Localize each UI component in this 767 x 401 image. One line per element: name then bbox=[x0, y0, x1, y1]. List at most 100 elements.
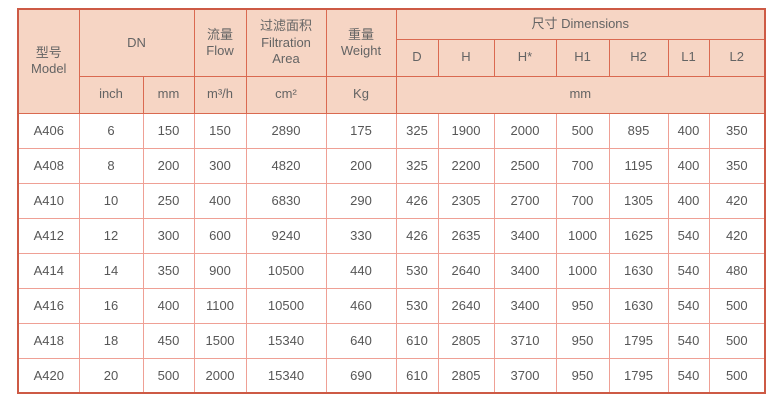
cell-h1: 1000 bbox=[555, 217, 610, 254]
table-header: 型号 Model DN 流量 Flow 过滤面积 Filtration Area… bbox=[17, 8, 766, 114]
cell-h-star: 2000 bbox=[493, 112, 557, 149]
cell-h1: 950 bbox=[555, 287, 610, 324]
table-row: A412 12 300 600 9240 330 426 2635 3400 1000 1625 54… bbox=[17, 217, 766, 254]
cell-h2: 1305 bbox=[608, 182, 669, 219]
col-header-h: H bbox=[437, 38, 495, 77]
cell-d: 610 bbox=[395, 322, 439, 359]
cell-filtration-area: 4820 bbox=[245, 147, 327, 184]
unit-header-weight: Kg bbox=[325, 75, 397, 114]
cell-filtration-area: 15340 bbox=[245, 357, 327, 394]
cell-filtration-area: 9240 bbox=[245, 217, 327, 254]
cell-d: 325 bbox=[395, 112, 439, 149]
cell-dn-mm: 150 bbox=[142, 112, 195, 149]
cell-h2: 1630 bbox=[608, 287, 669, 324]
cell-filtration-area: 10500 bbox=[245, 252, 327, 289]
col-header-h1: H1 bbox=[555, 38, 610, 77]
cell-d: 530 bbox=[395, 287, 439, 324]
table-row: A406 6 150 150 2890 175 325 1900 2000 500 895 400 35… bbox=[17, 112, 766, 149]
cell-h2: 1795 bbox=[608, 357, 669, 394]
cell-h1: 500 bbox=[555, 112, 610, 149]
cell-h-star: 2700 bbox=[493, 182, 557, 219]
cell-dn-inch: 18 bbox=[78, 322, 144, 359]
cell-dn-mm: 500 bbox=[142, 357, 195, 394]
cell-h: 2635 bbox=[437, 217, 495, 254]
cell-l2: 350 bbox=[708, 147, 766, 184]
cell-l2: 420 bbox=[708, 217, 766, 254]
cell-h1: 1000 bbox=[555, 252, 610, 289]
cell-h: 2640 bbox=[437, 287, 495, 324]
col-header-h2: H2 bbox=[608, 38, 669, 77]
cell-model: A406 bbox=[17, 112, 80, 149]
cell-l2: 500 bbox=[708, 287, 766, 324]
cell-flow: 1500 bbox=[193, 322, 247, 359]
cell-h2: 1630 bbox=[608, 252, 669, 289]
cell-dn-mm: 450 bbox=[142, 322, 195, 359]
cell-l1: 400 bbox=[667, 112, 710, 149]
cell-l2: 500 bbox=[708, 322, 766, 359]
cell-weight: 640 bbox=[325, 322, 397, 359]
cell-h-star: 3700 bbox=[493, 357, 557, 394]
cell-dn-inch: 12 bbox=[78, 217, 144, 254]
cell-l1: 400 bbox=[667, 147, 710, 184]
cell-l1: 540 bbox=[667, 217, 710, 254]
cell-h: 2805 bbox=[437, 322, 495, 359]
cell-h2: 1195 bbox=[608, 147, 669, 184]
table-row: A408 8 200 300 4820 200 325 2200 2500 700 1195 400 3… bbox=[17, 147, 766, 184]
cell-dn-inch: 20 bbox=[78, 357, 144, 394]
cell-dn-inch: 6 bbox=[78, 112, 144, 149]
cell-model: A408 bbox=[17, 147, 80, 184]
cell-flow: 1100 bbox=[193, 287, 247, 324]
cell-l1: 540 bbox=[667, 252, 710, 289]
cell-dn-mm: 300 bbox=[142, 217, 195, 254]
table-row: A420 20 500 2000 15340 690 610 2805 3700 950 1795 5… bbox=[17, 357, 766, 394]
cell-model: A414 bbox=[17, 252, 80, 289]
cell-h-star: 2500 bbox=[493, 147, 557, 184]
cell-model: A412 bbox=[17, 217, 80, 254]
unit-header-dimensions: mm bbox=[395, 75, 766, 114]
cell-d: 426 bbox=[395, 182, 439, 219]
cell-h: 2805 bbox=[437, 357, 495, 394]
cell-dn-mm: 250 bbox=[142, 182, 195, 219]
col-header-d: D bbox=[395, 38, 439, 77]
cell-filtration-area: 15340 bbox=[245, 322, 327, 359]
unit-header-dn-inch: inch bbox=[78, 75, 144, 114]
col-header-l2: L2 bbox=[708, 38, 766, 77]
cell-l2: 420 bbox=[708, 182, 766, 219]
cell-h: 2305 bbox=[437, 182, 495, 219]
cell-h: 2640 bbox=[437, 252, 495, 289]
cell-h1: 700 bbox=[555, 182, 610, 219]
col-header-weight: 重量 Weight bbox=[325, 8, 397, 77]
cell-d: 426 bbox=[395, 217, 439, 254]
unit-header-flow: m³/h bbox=[193, 75, 247, 114]
table-body: A406 6 150 150 2890 175 325 1900 2000 500 895 400 35… bbox=[17, 112, 766, 394]
header-row-units: inch mm m³/h cm² Kg mm bbox=[18, 75, 766, 114]
cell-dn-mm: 350 bbox=[142, 252, 195, 289]
header-row-groups: 型号 Model DN 流量 Flow 过滤面积 Filtration Area… bbox=[17, 8, 766, 114]
cell-flow: 600 bbox=[193, 217, 247, 254]
col-header-filtration-area: 过滤面积 Filtration Area bbox=[245, 8, 327, 77]
cell-h: 2200 bbox=[437, 147, 495, 184]
col-header-h-star: H* bbox=[493, 38, 557, 77]
cell-dn-inch: 10 bbox=[78, 182, 144, 219]
cell-h2: 895 bbox=[608, 112, 669, 149]
cell-h1: 700 bbox=[555, 147, 610, 184]
cell-l2: 500 bbox=[708, 357, 766, 394]
cell-model: A420 bbox=[17, 357, 80, 394]
header-row-dimension-columns: D H H* H1 H2 L1 L2 bbox=[18, 38, 766, 77]
table-row: A418 18 450 1500 15340 640 610 2805 3710 950 1795 5… bbox=[17, 322, 766, 359]
cell-h1: 950 bbox=[555, 357, 610, 394]
cell-h-star: 3400 bbox=[493, 252, 557, 289]
cell-l2: 350 bbox=[708, 112, 766, 149]
cell-dn-inch: 14 bbox=[78, 252, 144, 289]
unit-header-dn-mm: mm bbox=[142, 75, 195, 114]
cell-h-star: 3400 bbox=[493, 287, 557, 324]
cell-filtration-area: 10500 bbox=[245, 287, 327, 324]
cell-dn-inch: 16 bbox=[78, 287, 144, 324]
cell-weight: 690 bbox=[325, 357, 397, 394]
cell-d: 610 bbox=[395, 357, 439, 394]
cell-h-star: 3400 bbox=[493, 217, 557, 254]
cell-h2: 1795 bbox=[608, 322, 669, 359]
cell-dn-mm: 200 bbox=[142, 147, 195, 184]
cell-model: A418 bbox=[17, 322, 80, 359]
